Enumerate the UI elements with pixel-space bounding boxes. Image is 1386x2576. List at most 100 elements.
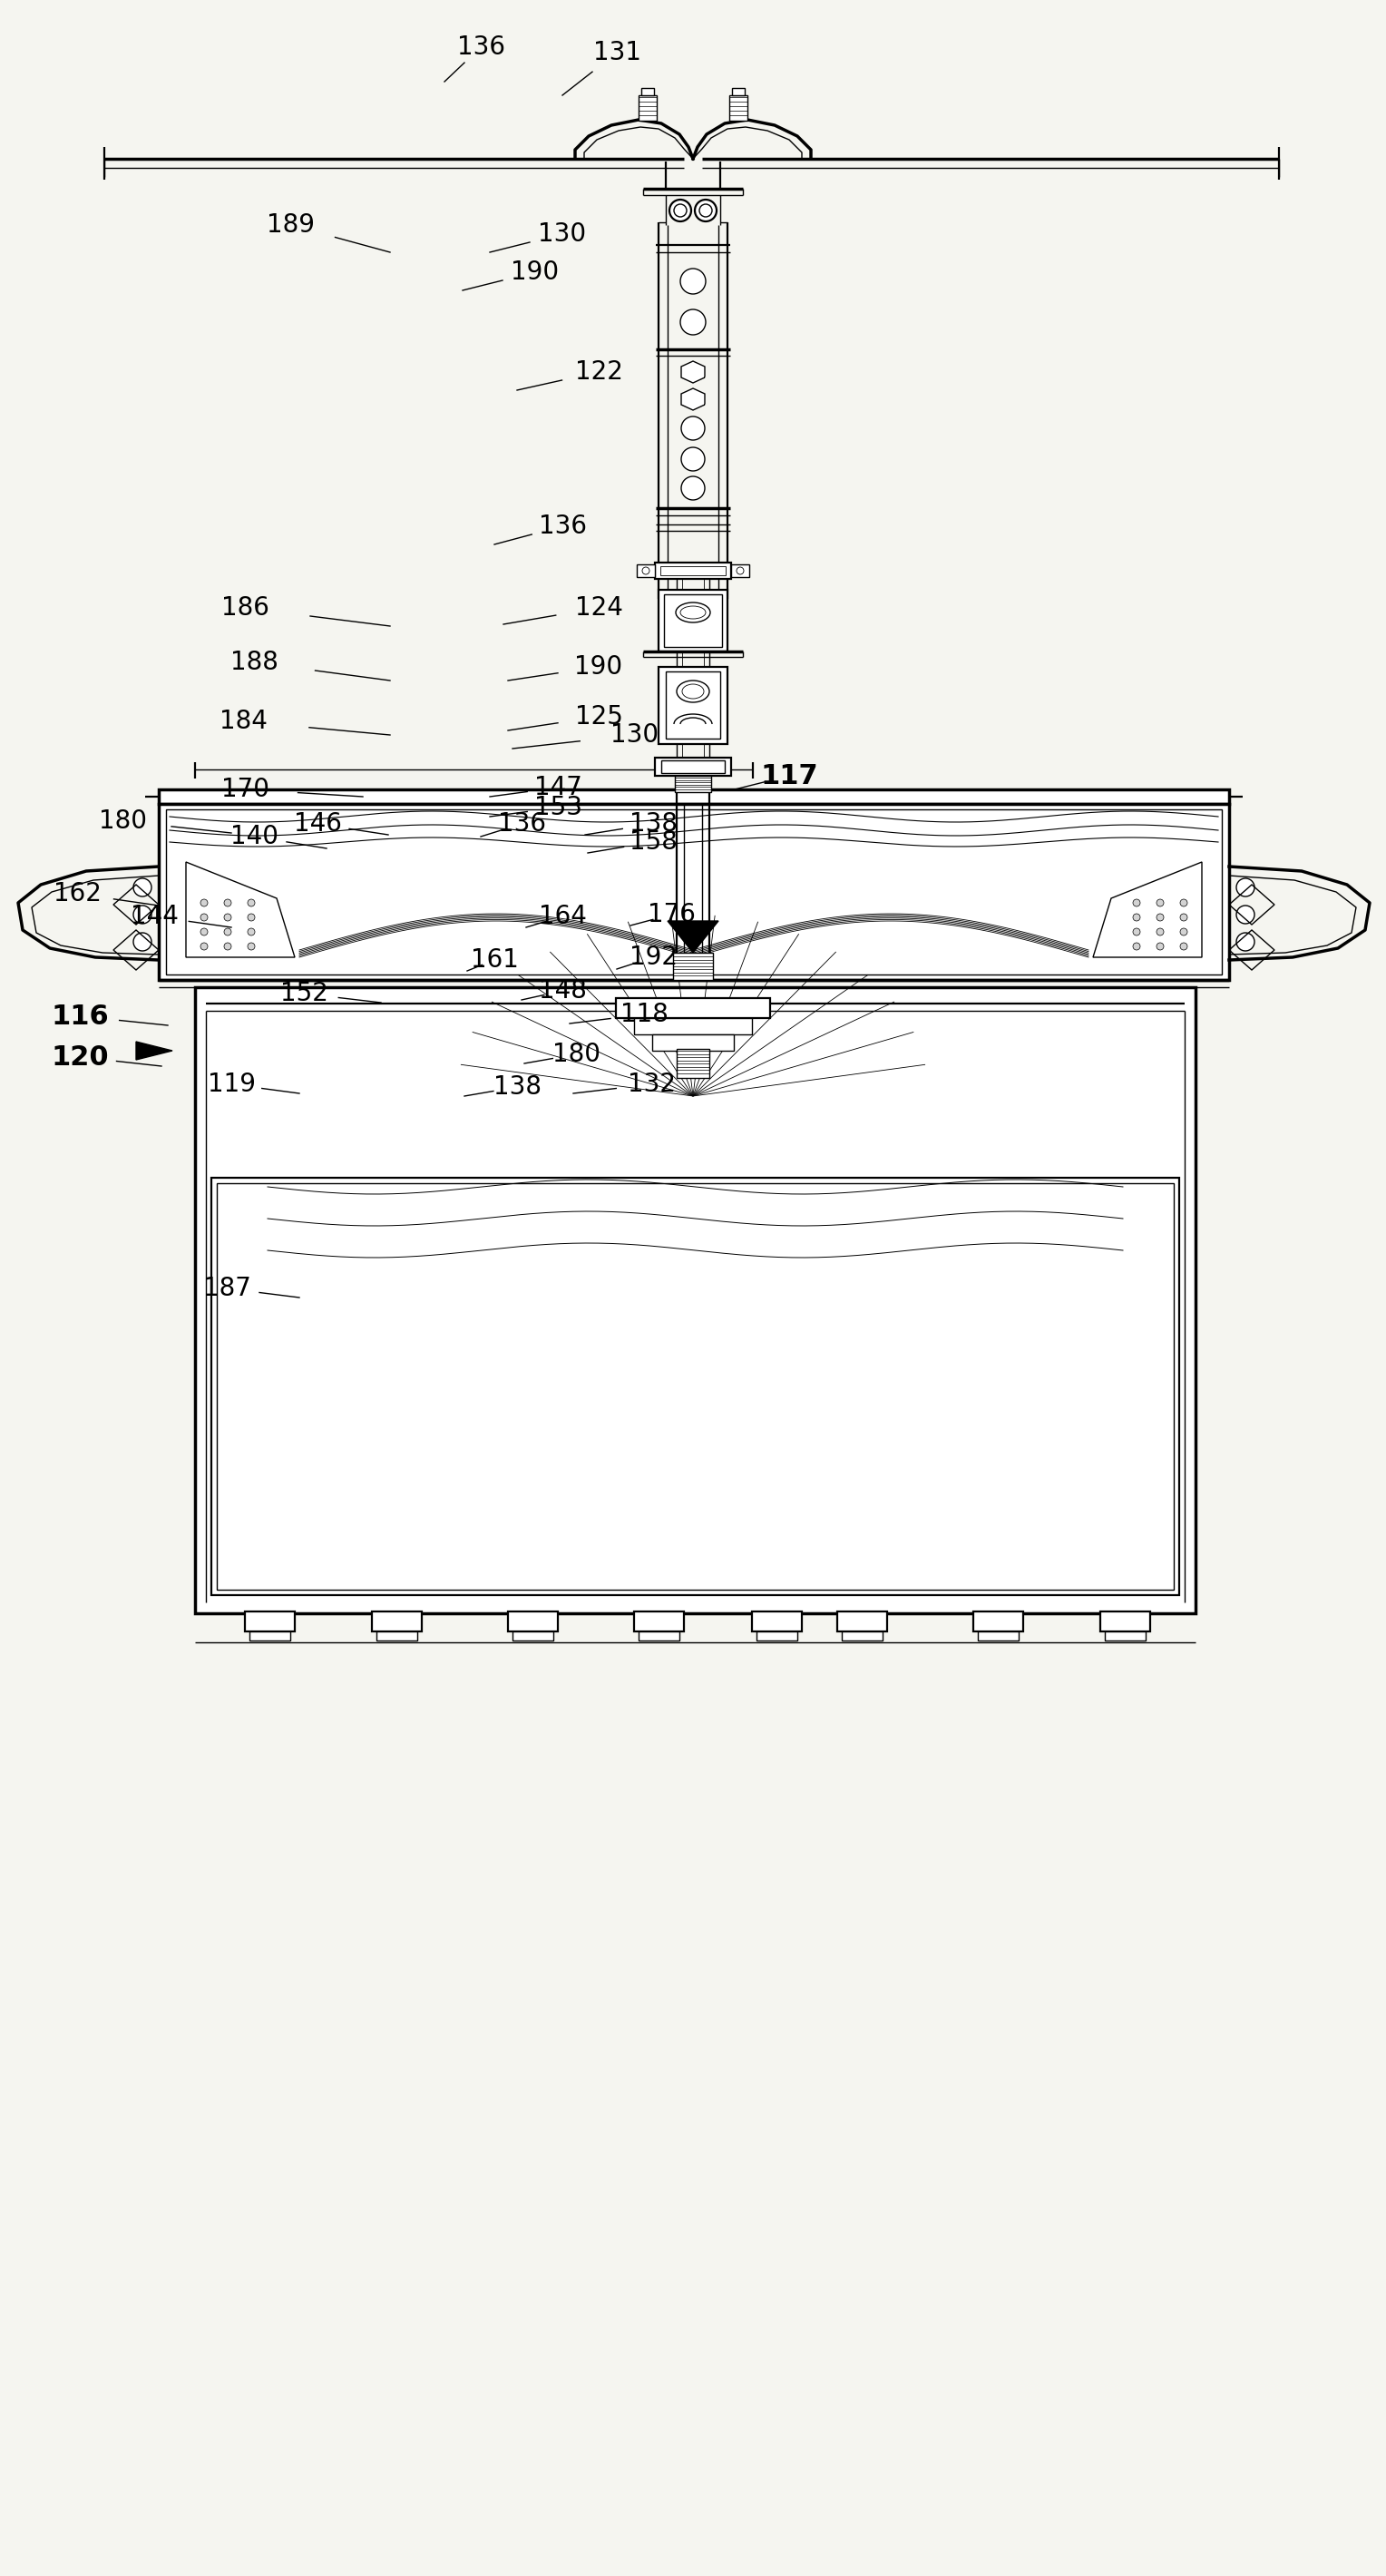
Circle shape xyxy=(225,914,231,922)
Text: 184: 184 xyxy=(219,708,267,734)
Bar xyxy=(166,809,1222,974)
Bar xyxy=(1105,1631,1146,1641)
Text: 144: 144 xyxy=(130,904,179,930)
Text: 136: 136 xyxy=(498,811,546,837)
Bar xyxy=(674,953,712,979)
Circle shape xyxy=(669,198,692,222)
Bar xyxy=(636,564,656,577)
Text: 180: 180 xyxy=(98,809,147,835)
Text: 147: 147 xyxy=(534,775,582,801)
Circle shape xyxy=(1156,943,1164,951)
Text: 158: 158 xyxy=(629,829,678,855)
Circle shape xyxy=(133,878,151,896)
Bar xyxy=(753,1613,802,1631)
Circle shape xyxy=(201,899,208,907)
Bar xyxy=(656,757,730,775)
Circle shape xyxy=(700,204,712,216)
Bar xyxy=(665,672,721,739)
Circle shape xyxy=(1156,927,1164,935)
Text: 116: 116 xyxy=(51,1002,108,1030)
Ellipse shape xyxy=(682,685,704,698)
Circle shape xyxy=(225,943,231,951)
Text: 153: 153 xyxy=(534,796,582,819)
Text: 122: 122 xyxy=(575,358,622,384)
Circle shape xyxy=(201,943,208,951)
Bar xyxy=(653,1036,733,1051)
Circle shape xyxy=(681,417,705,440)
Bar xyxy=(658,590,728,652)
Text: 186: 186 xyxy=(220,595,269,621)
Text: 118: 118 xyxy=(620,1002,668,1028)
Circle shape xyxy=(674,204,686,216)
Circle shape xyxy=(1156,899,1164,907)
Circle shape xyxy=(248,899,255,907)
Text: 190: 190 xyxy=(575,654,622,680)
Text: 130: 130 xyxy=(611,721,658,747)
Polygon shape xyxy=(136,1041,172,1059)
Text: 161: 161 xyxy=(470,948,518,974)
Circle shape xyxy=(736,567,744,574)
Text: 124: 124 xyxy=(575,595,622,621)
Text: 119: 119 xyxy=(208,1072,255,1097)
Polygon shape xyxy=(681,389,705,410)
Bar xyxy=(675,775,711,793)
Bar xyxy=(159,804,1229,979)
Text: 162: 162 xyxy=(53,881,101,907)
Circle shape xyxy=(1132,914,1141,922)
Circle shape xyxy=(133,907,151,925)
Text: 176: 176 xyxy=(647,902,696,927)
Text: 187: 187 xyxy=(202,1275,251,1301)
Text: 138: 138 xyxy=(629,811,678,837)
Text: 189: 189 xyxy=(266,211,315,237)
Circle shape xyxy=(1179,943,1188,951)
Bar xyxy=(757,1631,797,1641)
Bar xyxy=(732,88,744,95)
Circle shape xyxy=(681,268,705,294)
Bar xyxy=(837,1613,887,1631)
Circle shape xyxy=(681,309,705,335)
Bar xyxy=(977,1631,1019,1641)
Text: 140: 140 xyxy=(230,824,279,850)
Ellipse shape xyxy=(681,605,705,618)
Bar xyxy=(661,760,725,773)
Circle shape xyxy=(248,943,255,951)
Bar xyxy=(660,567,726,574)
Bar xyxy=(159,788,1229,804)
Text: 138: 138 xyxy=(493,1074,541,1100)
Bar xyxy=(639,95,657,121)
Circle shape xyxy=(201,927,208,935)
Ellipse shape xyxy=(676,603,710,623)
Bar xyxy=(658,667,728,744)
Circle shape xyxy=(225,927,231,935)
Text: 146: 146 xyxy=(294,811,341,837)
Text: 136: 136 xyxy=(538,513,586,538)
Bar xyxy=(615,997,771,1018)
Bar xyxy=(633,1018,753,1036)
Text: 130: 130 xyxy=(538,222,586,247)
Text: 152: 152 xyxy=(280,981,328,1007)
Circle shape xyxy=(1236,878,1254,896)
Bar xyxy=(216,1182,1174,1589)
Circle shape xyxy=(248,927,255,935)
Circle shape xyxy=(1236,907,1254,925)
Bar xyxy=(841,1631,883,1641)
Bar xyxy=(249,1631,290,1641)
Circle shape xyxy=(681,448,705,471)
Bar xyxy=(642,88,654,95)
Bar xyxy=(729,95,747,121)
Text: 125: 125 xyxy=(575,703,622,729)
Circle shape xyxy=(1179,927,1188,935)
Bar xyxy=(633,1613,683,1631)
Text: 170: 170 xyxy=(220,778,269,801)
Ellipse shape xyxy=(676,680,710,703)
Bar xyxy=(664,595,722,647)
Bar xyxy=(195,987,1196,1613)
Circle shape xyxy=(681,477,705,500)
Bar xyxy=(377,1631,417,1641)
Circle shape xyxy=(694,198,717,222)
Bar xyxy=(656,562,730,580)
Circle shape xyxy=(133,933,151,951)
Text: 188: 188 xyxy=(230,649,279,675)
Bar xyxy=(973,1613,1023,1631)
Text: 180: 180 xyxy=(552,1041,600,1066)
